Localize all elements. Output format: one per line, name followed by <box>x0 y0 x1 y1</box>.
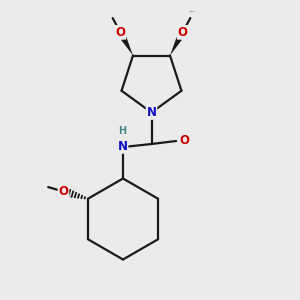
Text: O: O <box>178 26 188 39</box>
Text: O: O <box>179 134 189 148</box>
Text: O: O <box>116 26 125 39</box>
Text: N: N <box>146 106 157 119</box>
Text: O: O <box>58 185 68 198</box>
Text: N: N <box>117 140 128 153</box>
Text: methoxy: methoxy <box>189 11 196 12</box>
Text: H: H <box>118 126 127 136</box>
Polygon shape <box>121 37 133 56</box>
Polygon shape <box>170 37 182 56</box>
